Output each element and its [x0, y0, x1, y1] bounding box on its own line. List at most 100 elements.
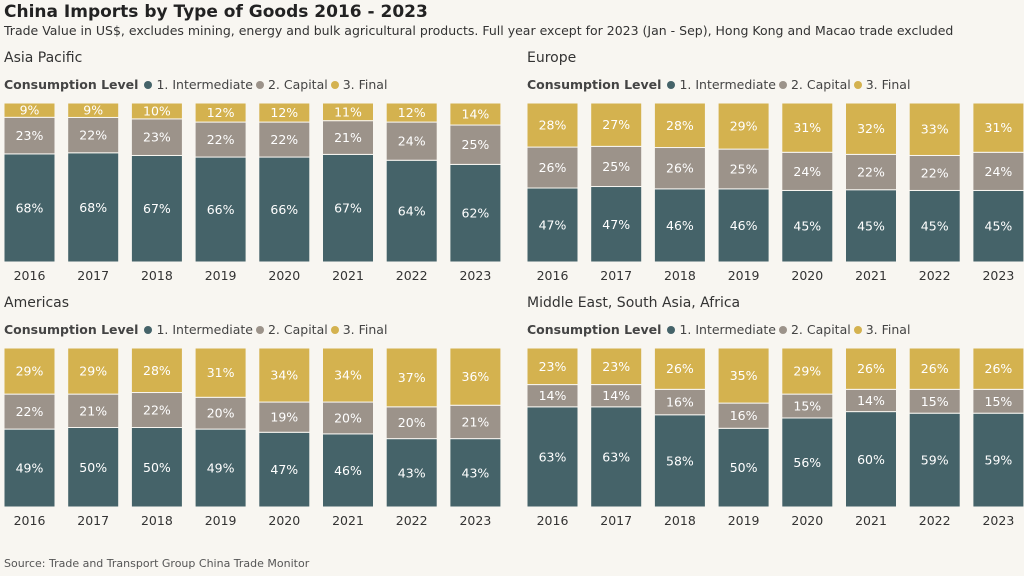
legend-dot-capital — [255, 80, 264, 89]
data-label-final: 29% — [79, 364, 107, 379]
bar-segment-final — [781, 102, 834, 153]
bar-segment-capital — [781, 151, 834, 191]
bar-segment-final — [845, 347, 897, 390]
legend-dot-intermediate — [667, 325, 676, 334]
data-label-intermediate: 45% — [857, 218, 885, 233]
data-label-intermediate: 62% — [462, 206, 490, 221]
legend-item-capital: 2. Capital — [255, 322, 328, 337]
data-label-capital: 22% — [143, 403, 171, 418]
legend-label: 1. Intermediate — [679, 77, 776, 92]
data-label-intermediate: 46% — [730, 218, 758, 233]
data-label-final: 10% — [143, 103, 171, 118]
panel-asia-pacific: Asia Pacific Consumption Level 1. Interm… — [3, 50, 502, 290]
bar-segment-capital — [258, 401, 311, 433]
data-label-intermediate: 56% — [793, 455, 821, 470]
bar-segment-capital — [908, 154, 961, 191]
bar-segment-final — [385, 102, 438, 123]
data-label-capital: 20% — [334, 410, 362, 425]
x-tick-label: 2016 — [537, 268, 569, 283]
legend-label: 3. Final — [342, 322, 388, 337]
bar-segment-final — [908, 347, 961, 390]
panel-middle-east-south-asia-africa: Middle East, South Asia, Africa Consumpt… — [526, 295, 1024, 535]
data-label-final: 28% — [539, 118, 567, 133]
legend-dot-final — [330, 325, 339, 334]
x-tick-label: 2020 — [791, 268, 823, 283]
x-tick-label: 2016 — [14, 268, 46, 283]
data-label-capital: 24% — [985, 164, 1013, 179]
data-label-intermediate: 59% — [985, 453, 1013, 468]
bar-segment-capital — [653, 388, 706, 416]
data-label-intermediate: 45% — [921, 219, 949, 234]
legend-dot-capital — [778, 325, 787, 334]
x-tick-label: 2017 — [600, 513, 632, 528]
data-label-final: 29% — [730, 119, 758, 134]
x-tick-label: 2021 — [332, 268, 364, 283]
legend-title: Consumption Level — [527, 77, 662, 92]
legend-label: 3. Final — [865, 77, 911, 92]
x-tick-label: 2018 — [664, 268, 696, 283]
x-tick-label: 2018 — [664, 513, 696, 528]
legend-label: 1. Intermediate — [679, 322, 776, 337]
bar-segment-intermediate — [67, 152, 120, 263]
stacked-bar-chart: 63% 14% 23% 2016 63% 14% 23% 2017 58% 16% 26% 2018 5… — [526, 344, 1024, 529]
x-tick-label: 2019 — [205, 513, 237, 528]
legend-item-final: 3. Final — [853, 77, 911, 92]
data-label-capital: 20% — [398, 415, 426, 430]
x-tick-label: 2017 — [77, 513, 109, 528]
panel-title: Asia Pacific — [4, 50, 83, 66]
legend-item-intermediate: 1. Intermediate — [144, 322, 253, 337]
bar-segment-capital — [194, 396, 247, 430]
data-label-capital: 22% — [921, 165, 949, 180]
bar-segment-final — [385, 347, 438, 408]
data-label-final: 31% — [207, 365, 235, 380]
bar-segment-intermediate — [781, 189, 834, 263]
bar-segment-final — [130, 347, 183, 394]
legend-title: Consumption Level — [527, 322, 662, 337]
x-tick-label: 2020 — [268, 513, 300, 528]
data-label-capital: 15% — [921, 394, 949, 409]
data-label-capital: 16% — [666, 395, 694, 410]
data-label-final: 26% — [921, 361, 949, 376]
data-label-final: 35% — [730, 368, 758, 383]
data-label-intermediate: 67% — [334, 201, 362, 216]
data-label-capital: 25% — [730, 161, 758, 176]
x-tick-label: 2020 — [268, 268, 300, 283]
legend-item-capital: 2. Capital — [255, 77, 328, 92]
data-label-intermediate: 47% — [270, 462, 298, 477]
panel-americas: Americas Consumption Level 1. Intermedia… — [3, 295, 502, 535]
bar-segment-capital — [385, 121, 438, 161]
legend-label: 3. Final — [865, 322, 911, 337]
data-label-capital: 14% — [857, 393, 885, 408]
bar-segment-final — [717, 102, 770, 150]
data-label-final: 23% — [602, 359, 630, 374]
data-label-final: 28% — [666, 118, 694, 133]
data-label-capital: 21% — [79, 403, 107, 418]
bar-segment-capital — [130, 118, 183, 156]
legend-item-final: 3. Final — [330, 77, 387, 92]
data-label-intermediate: 45% — [793, 219, 821, 234]
data-label-intermediate: 46% — [334, 463, 362, 478]
bar-segment-final — [194, 102, 247, 123]
panel-europe: Europe Consumption Level 1. Intermediate… — [526, 50, 1024, 290]
legend-label: 2. Capital — [790, 77, 851, 92]
legend-dot-intermediate — [144, 80, 153, 89]
bar-segment-intermediate — [908, 412, 961, 508]
bar-segment-final — [3, 347, 56, 395]
data-label-final: 11% — [334, 104, 362, 119]
data-label-final: 28% — [143, 363, 171, 378]
data-label-final: 31% — [985, 120, 1013, 135]
x-tick-label: 2023 — [459, 513, 491, 528]
data-label-final: 27% — [602, 117, 630, 132]
bar-segment-final — [67, 347, 120, 395]
bar-segment-capital — [258, 121, 311, 158]
bar-segment-intermediate — [449, 438, 502, 508]
data-label-capital: 26% — [539, 160, 567, 175]
bar-segment-capital — [67, 116, 120, 154]
data-label-capital: 14% — [539, 388, 567, 403]
legend-item-intermediate: 1. Intermediate — [667, 77, 776, 92]
bar-segment-intermediate — [322, 153, 374, 263]
x-tick-label: 2016 — [14, 513, 46, 528]
data-label-capital: 22% — [857, 165, 885, 180]
data-label-intermediate: 58% — [666, 453, 694, 468]
data-label-intermediate: 50% — [79, 460, 107, 475]
